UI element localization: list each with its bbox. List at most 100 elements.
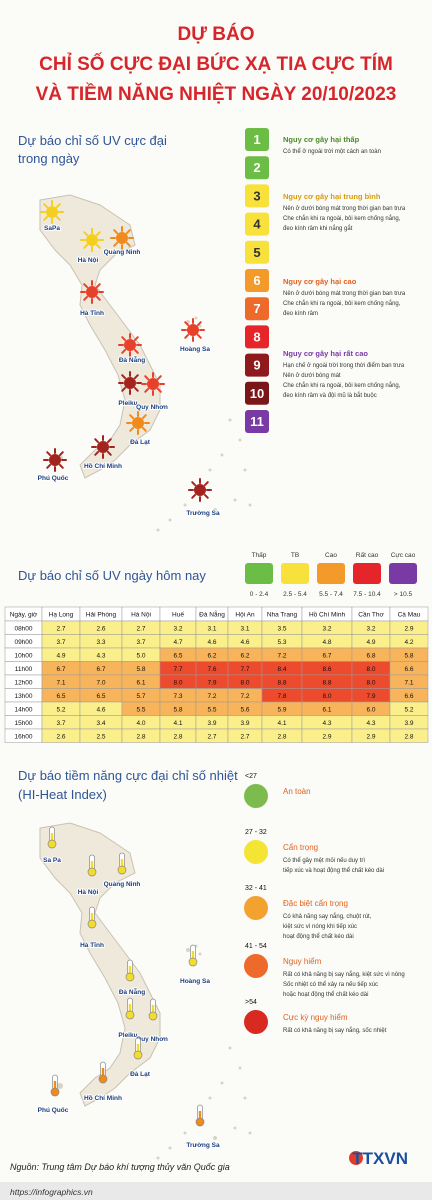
uv-level-value: 11 (250, 414, 264, 429)
table-cell-text: 2.6 (56, 734, 65, 741)
location-label: Phú Quốc (38, 474, 69, 482)
table-cell-text: 6.7 (96, 666, 105, 673)
table-cell-text: 5.9 (277, 707, 286, 714)
table-cell-text: 6.5 (96, 693, 105, 700)
uv-sun (43, 448, 67, 472)
footer-bar (0, 1182, 432, 1200)
thermometer (133, 1037, 143, 1060)
sun-core (49, 454, 61, 466)
thermo-fill (191, 951, 195, 960)
heat-title: Cực kỳ nguy hiểm (283, 1013, 348, 1022)
uv-level-value: 5 (253, 245, 260, 260)
legend-label: Thấp (252, 550, 267, 559)
uv-level-value: 2 (253, 160, 260, 175)
thermometer (148, 998, 158, 1021)
thermometer (87, 906, 97, 929)
thermo-fill (151, 1005, 155, 1014)
thermo-bulb (98, 1074, 108, 1084)
uv-sun (118, 371, 142, 395)
source: Nguồn: Trung tâm Dự báo khí tượng thủy v… (10, 1162, 230, 1172)
table-cell-text: 2.8 (404, 734, 413, 741)
table-cell-text: 7.3 (173, 693, 182, 700)
heat-range: 27 - 32 (245, 829, 267, 836)
table-cell-text: 8.6 (322, 666, 331, 673)
legend-range: 2.5 - 5.4 (283, 591, 307, 598)
uv-group-note: Che chắn khi ra ngoài, bôi kem chống nắn… (283, 382, 401, 389)
uv-sun (91, 435, 115, 459)
section-heading: (HI-Heat Index) (18, 787, 107, 802)
location-label: SaPa (44, 225, 60, 232)
uv-sun (110, 226, 134, 250)
sun-core (86, 286, 98, 298)
sun-ray (106, 450, 112, 456)
sun-core (124, 377, 136, 389)
sun-ray (121, 374, 127, 380)
sun-ray (196, 333, 202, 339)
thermometer (125, 997, 135, 1020)
table-cell-text: 8.8 (322, 680, 331, 687)
heat-title: Đặc biệt cẩn trọng (283, 899, 348, 908)
url: https://infographics.vn (10, 1187, 93, 1197)
heat-level (244, 1010, 268, 1034)
table-cell-text: 6.7 (56, 666, 65, 673)
sun-core (124, 339, 136, 351)
table-cell-text: 12h00 (14, 680, 32, 687)
thermo-bulb (87, 867, 97, 877)
table-cell-text: 4.3 (366, 720, 375, 727)
table-cell-text: 10h00 (14, 653, 32, 660)
table-cell-text: 6.5 (56, 693, 65, 700)
table-cell-text: 6.2 (207, 653, 216, 660)
uv-group-note: đeo kính râm khi nắng gắt (283, 225, 353, 232)
table-cell-text: 6.1 (322, 707, 331, 714)
uv-group-note: Che chắn khi ra ngoài, bôi kem chống nắn… (283, 300, 401, 307)
table-cell-text: 3.4 (96, 720, 105, 727)
title-line: DỰ BÁO (178, 23, 255, 45)
uv-level-box (245, 353, 269, 377)
section-heading: Dự báo chỉ số UV cực đại (18, 133, 167, 148)
table-cell-text: 4.6 (240, 639, 249, 646)
table-cell-text: 7.0 (96, 680, 105, 687)
heat-range: 41 - 54 (245, 943, 267, 950)
thermo-fill (128, 966, 132, 975)
legend-box (281, 563, 309, 584)
legend-label: Rất cao (356, 550, 379, 559)
table-cell-text: 4.0 (136, 720, 145, 727)
table-cell-text: 3.7 (56, 720, 65, 727)
table-cell-text: 6.7 (322, 653, 331, 660)
legend-label: TB (291, 552, 299, 559)
sun-ray (196, 321, 202, 327)
sun-ray (125, 229, 131, 235)
heat-range: 32 - 41 (245, 885, 267, 892)
legend-range: > 10.5 (394, 591, 413, 598)
sun-ray (113, 241, 119, 247)
location-label: Hồ Chí Minh (84, 461, 122, 470)
sun-ray (141, 414, 147, 420)
sun-ray (83, 231, 89, 237)
table-header: Hà Nội (131, 612, 151, 619)
sun-ray (58, 451, 64, 457)
location-label: Đà Lạt (130, 1071, 151, 1078)
location-label: Hà Nội (78, 889, 99, 896)
thermometer (98, 1061, 108, 1084)
uv-level-value: 9 (253, 358, 260, 373)
table-cell-text: 13h00 (14, 693, 32, 700)
location-label: Đà Nẵng (119, 987, 145, 996)
uv-sun (80, 280, 104, 304)
sun-ray (191, 481, 197, 487)
sun-ray (94, 450, 100, 456)
thermo-bulb (87, 919, 97, 929)
logo-mark (349, 1151, 363, 1165)
heat-level (244, 954, 268, 978)
sun-ray (133, 386, 139, 392)
table-cell-text: 2.9 (404, 626, 413, 633)
uv-sun (118, 333, 142, 357)
table-cell-text: 7.2 (277, 653, 286, 660)
table-header: Nha Trang (267, 612, 298, 619)
sun-ray (184, 333, 190, 339)
uv-level-box (245, 410, 269, 433)
table-cell-text: 4.8 (322, 639, 331, 646)
table-cell-text: 3.2 (366, 626, 375, 633)
sun-ray (95, 283, 101, 289)
location-label: Quy Nhơn (136, 404, 168, 411)
